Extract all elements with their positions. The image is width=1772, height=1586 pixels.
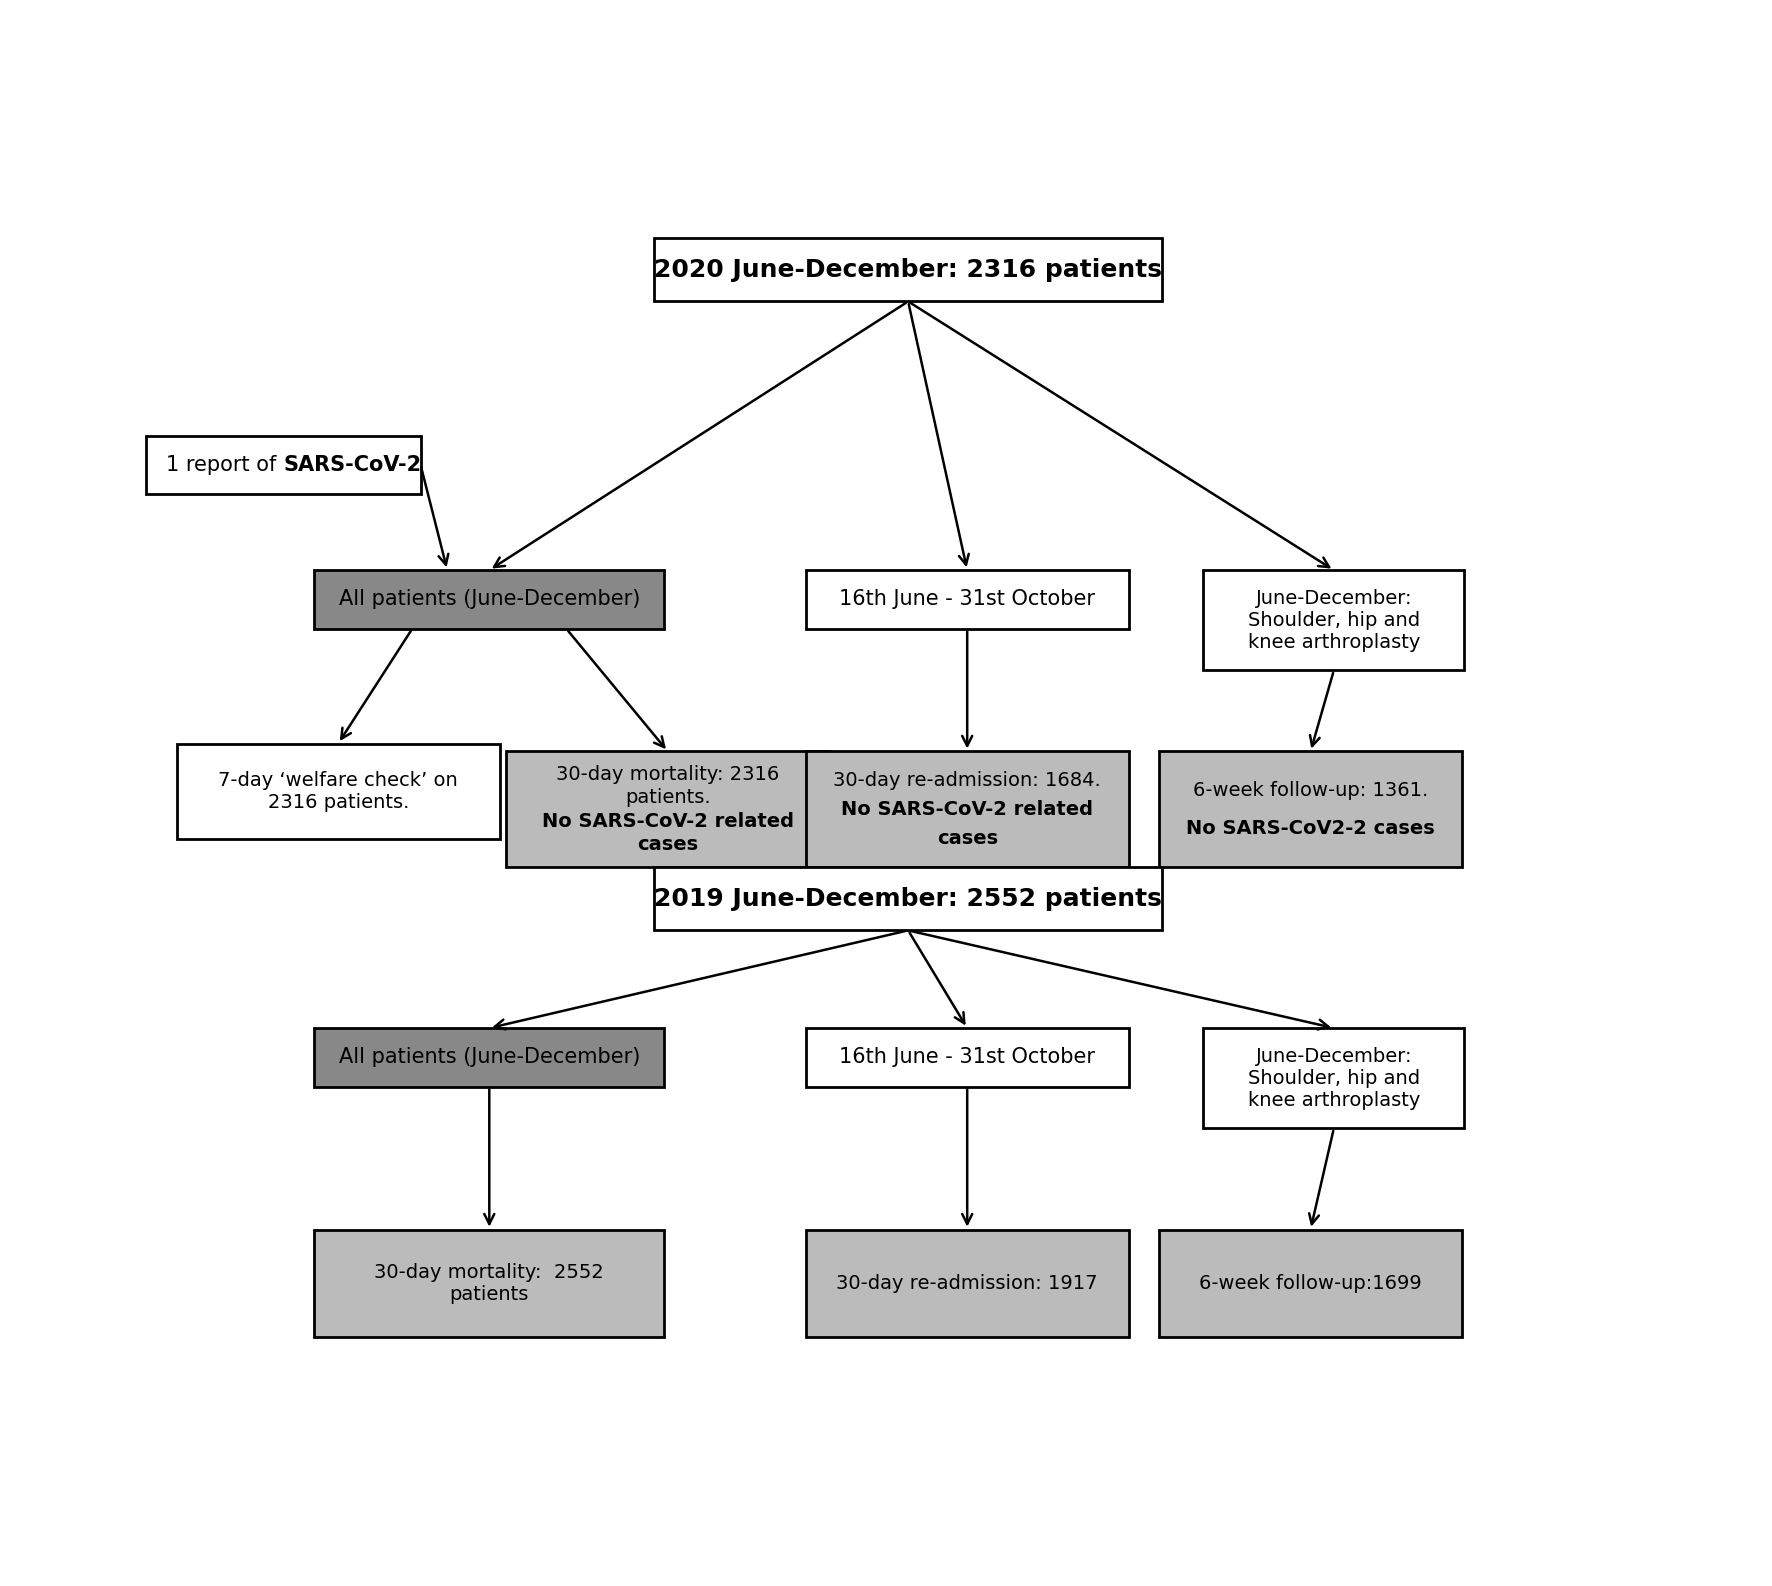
FancyBboxPatch shape bbox=[806, 569, 1129, 628]
Text: 30-day re-admission: 1684.: 30-day re-admission: 1684. bbox=[833, 771, 1100, 790]
FancyBboxPatch shape bbox=[314, 1028, 664, 1086]
FancyBboxPatch shape bbox=[177, 744, 500, 839]
FancyBboxPatch shape bbox=[145, 436, 420, 495]
FancyBboxPatch shape bbox=[1203, 569, 1464, 671]
FancyBboxPatch shape bbox=[314, 1229, 664, 1337]
Text: No SARS-CoV2-2 cases: No SARS-CoV2-2 cases bbox=[1185, 820, 1435, 839]
Text: June-December:
Shoulder, hip and
knee arthroplasty: June-December: Shoulder, hip and knee ar… bbox=[1247, 588, 1419, 652]
Text: 30-day re-admission: 1917: 30-day re-admission: 1917 bbox=[836, 1274, 1099, 1293]
Text: All patients (June-December): All patients (June-December) bbox=[338, 590, 640, 609]
FancyBboxPatch shape bbox=[314, 569, 664, 628]
Text: 30-day mortality:  2552
patients: 30-day mortality: 2552 patients bbox=[374, 1262, 604, 1304]
FancyBboxPatch shape bbox=[806, 752, 1129, 868]
Text: cases: cases bbox=[638, 834, 698, 853]
Text: No SARS-CoV-2 related: No SARS-CoV-2 related bbox=[542, 812, 794, 831]
Text: cases: cases bbox=[937, 829, 998, 849]
Text: 7-day ‘welfare check’ on
2316 patients.: 7-day ‘welfare check’ on 2316 patients. bbox=[218, 771, 459, 812]
FancyBboxPatch shape bbox=[1159, 752, 1462, 868]
FancyBboxPatch shape bbox=[654, 238, 1162, 301]
Text: 6-week follow-up: 1361.: 6-week follow-up: 1361. bbox=[1193, 780, 1428, 799]
FancyBboxPatch shape bbox=[1203, 1028, 1464, 1128]
FancyBboxPatch shape bbox=[654, 868, 1162, 931]
Text: No SARS-CoV-2 related: No SARS-CoV-2 related bbox=[842, 799, 1093, 818]
FancyBboxPatch shape bbox=[507, 752, 829, 868]
Text: 1 report of: 1 report of bbox=[167, 455, 284, 476]
Text: 6-week follow-up:1699: 6-week follow-up:1699 bbox=[1200, 1274, 1421, 1293]
FancyBboxPatch shape bbox=[806, 1229, 1129, 1337]
Text: All patients (June-December): All patients (June-December) bbox=[338, 1047, 640, 1067]
Text: 16th June - 31st October: 16th June - 31st October bbox=[840, 1047, 1095, 1067]
Text: June-December:
Shoulder, hip and
knee arthroplasty: June-December: Shoulder, hip and knee ar… bbox=[1247, 1047, 1419, 1110]
Text: 2019 June-December: 2552 patients: 2019 June-December: 2552 patients bbox=[654, 887, 1162, 910]
Text: patients.: patients. bbox=[626, 788, 711, 807]
Text: 16th June - 31st October: 16th June - 31st October bbox=[840, 590, 1095, 609]
Text: SARS-CoV-2: SARS-CoV-2 bbox=[284, 455, 422, 476]
FancyBboxPatch shape bbox=[806, 1028, 1129, 1086]
FancyBboxPatch shape bbox=[1159, 1229, 1462, 1337]
Text: 30-day mortality: 2316: 30-day mortality: 2316 bbox=[556, 764, 780, 783]
Text: 2020 June-December: 2316 patients: 2020 June-December: 2316 patients bbox=[654, 257, 1162, 282]
